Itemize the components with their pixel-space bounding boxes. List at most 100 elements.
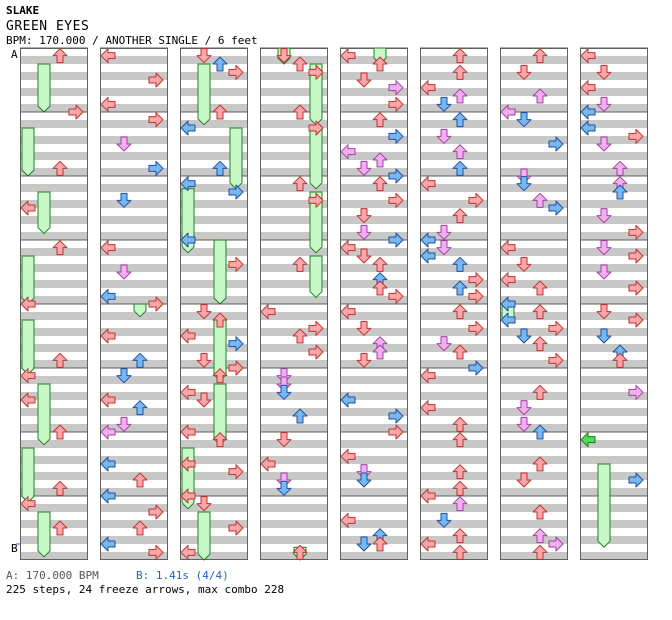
step-arrow — [372, 280, 388, 296]
step-arrow — [340, 392, 356, 408]
step-arrow — [212, 56, 228, 72]
freeze-arrow — [229, 127, 243, 190]
bpm-label: A: 170.000 BPM — [6, 569, 99, 582]
step-arrow — [436, 224, 452, 240]
step-arrow — [612, 184, 628, 200]
freeze-arrow — [309, 255, 323, 299]
step-arrow — [436, 336, 452, 352]
step-arrow — [388, 424, 404, 440]
step-arrow — [596, 96, 612, 112]
step-arrow — [308, 192, 324, 208]
freeze-arrow — [213, 239, 227, 305]
step-arrow — [628, 472, 644, 488]
step-arrow — [52, 424, 68, 440]
step-arrow — [628, 312, 644, 328]
step-arrow — [148, 296, 164, 312]
step-arrow — [308, 320, 324, 336]
step-arrow — [260, 456, 276, 472]
step-arrow — [436, 240, 452, 256]
step-arrow — [212, 312, 228, 328]
step-arrow — [52, 352, 68, 368]
step-arrow — [516, 176, 532, 192]
freeze-arrow — [37, 63, 51, 113]
step-arrow — [516, 328, 532, 344]
step-arrow — [372, 344, 388, 360]
step-arrow — [452, 544, 468, 560]
step-arrow — [100, 328, 116, 344]
step-arrow — [180, 232, 196, 248]
step-arrow — [580, 80, 596, 96]
step-arrow — [516, 472, 532, 488]
step-arrow — [196, 48, 212, 64]
step-arrow — [532, 48, 548, 64]
step-arrow — [388, 192, 404, 208]
step-arrow — [532, 424, 548, 440]
step-arrow — [452, 432, 468, 448]
marker-b: B — [11, 542, 18, 555]
step-arrow — [516, 400, 532, 416]
step-arrow — [516, 64, 532, 80]
step-arrow — [452, 256, 468, 272]
step-arrow — [388, 128, 404, 144]
step-arrow — [180, 176, 196, 192]
step-arrow — [20, 392, 36, 408]
step-arrow — [612, 352, 628, 368]
column-border — [260, 48, 328, 560]
step-arrow — [132, 520, 148, 536]
step-arrow — [500, 240, 516, 256]
step-arrow — [100, 392, 116, 408]
step-arrow — [228, 464, 244, 480]
step-arrow — [500, 104, 516, 120]
step-arrow — [100, 456, 116, 472]
artist-name: SLAKE — [6, 4, 40, 17]
step-arrow — [596, 136, 612, 152]
step-arrow — [420, 80, 436, 96]
freeze-arrow — [597, 463, 611, 548]
step-arrow — [468, 288, 484, 304]
step-arrow — [388, 80, 404, 96]
step-arrow — [116, 368, 132, 384]
step-arrow — [116, 136, 132, 152]
step-arrow — [596, 64, 612, 80]
freeze-arrow — [37, 383, 51, 446]
step-arrow — [228, 360, 244, 376]
step-arrow — [532, 504, 548, 520]
step-arrow — [628, 128, 644, 144]
step-arrow — [212, 104, 228, 120]
step-arrow — [52, 160, 68, 176]
step-arrow — [212, 160, 228, 176]
step-arrow — [452, 464, 468, 480]
step-arrow — [372, 256, 388, 272]
step-arrow — [52, 240, 68, 256]
step-arrow — [420, 536, 436, 552]
step-arrow — [276, 432, 292, 448]
step-arrow — [452, 480, 468, 496]
step-arrow — [180, 120, 196, 136]
step-arrow — [292, 544, 308, 560]
step-arrow — [612, 160, 628, 176]
step-arrow — [452, 144, 468, 160]
step-arrow — [292, 328, 308, 344]
step-arrow — [116, 416, 132, 432]
step-arrow — [596, 264, 612, 280]
step-arrow — [468, 320, 484, 336]
step-arrow — [292, 408, 308, 424]
step-arrow — [628, 248, 644, 264]
step-arrow — [148, 112, 164, 128]
step-arrow — [580, 48, 596, 64]
step-arrow — [100, 96, 116, 112]
freeze-arrow — [197, 511, 211, 561]
step-arrow — [340, 48, 356, 64]
marker-a: A — [11, 48, 18, 61]
b-label: B: 1.41s (4/4) — [136, 569, 229, 582]
step-arrow — [532, 456, 548, 472]
step-arrow — [100, 48, 116, 64]
step-arrow — [436, 512, 452, 528]
step-arrow — [276, 480, 292, 496]
step-arrow — [532, 280, 548, 296]
step-count: 225 steps, 24 freeze arrows, max combo 2… — [6, 583, 285, 596]
step-arrow — [532, 544, 548, 560]
step-arrow — [292, 104, 308, 120]
step-arrow — [372, 56, 388, 72]
step-arrow — [180, 328, 196, 344]
